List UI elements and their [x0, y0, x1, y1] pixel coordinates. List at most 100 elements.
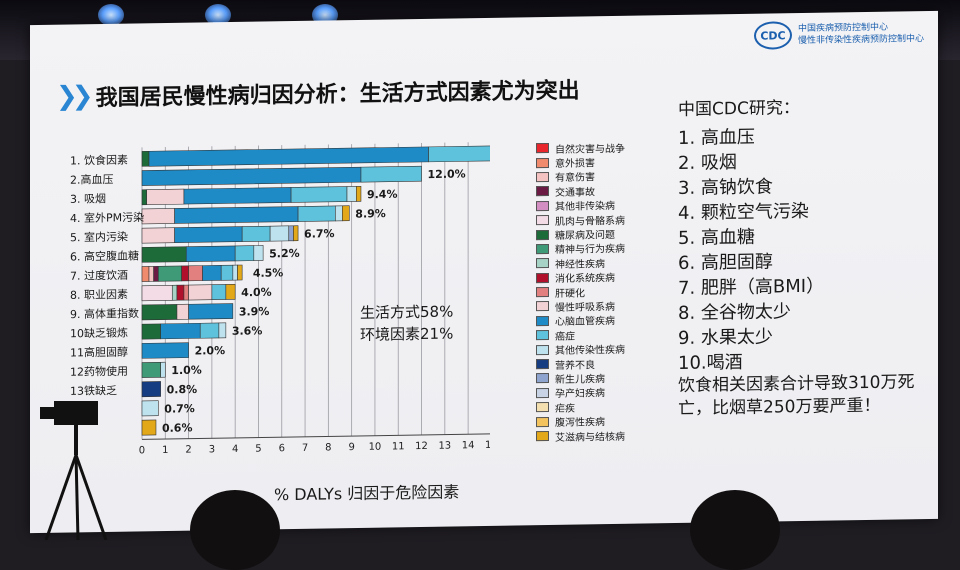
- bar-segment: [211, 284, 227, 300]
- bar-segment: [171, 284, 178, 301]
- x-tick-label: 10: [369, 442, 382, 453]
- bar-segment: [346, 186, 357, 202]
- x-tick-label: 9: [348, 442, 354, 453]
- bar-segment: [237, 264, 243, 281]
- legend-swatch: [536, 186, 549, 197]
- x-tick-label: 5: [255, 443, 261, 454]
- legend-label: 艾滋病与结核病: [555, 431, 625, 444]
- x-tick-label: 3: [209, 444, 215, 455]
- legend-swatch: [536, 258, 549, 269]
- category-label: 12药物使用: [70, 364, 128, 379]
- legend-swatch: [536, 243, 549, 255]
- category-label: 11高胆固醇: [70, 345, 128, 360]
- legend-item: 自然灾害与战争: [536, 140, 625, 156]
- legend-item: 其他传染性疾病: [536, 341, 625, 357]
- bar-segment: [141, 419, 157, 436]
- bar-segment: [141, 227, 175, 244]
- legend-swatch: [536, 402, 549, 413]
- bar-segment: [158, 265, 182, 282]
- legend-swatch: [536, 215, 549, 226]
- bar-segment: [234, 245, 255, 262]
- bar-segment: [141, 304, 178, 321]
- category-label: 5. 室内污染: [70, 229, 128, 244]
- bar-segment: [225, 284, 236, 300]
- stage-light: [205, 4, 231, 26]
- x-tick-label: 12: [415, 441, 428, 452]
- legend-swatch: [536, 359, 549, 370]
- legend-item: 有意伤害: [536, 169, 625, 185]
- bar-segment: [232, 264, 238, 281]
- audience: [0, 480, 960, 570]
- legend-label: 自然灾害与战争: [555, 143, 625, 156]
- legend-swatch: [536, 330, 549, 341]
- bar-segment: [141, 381, 161, 398]
- bar-segment: [146, 188, 185, 206]
- legend-swatch: [536, 272, 549, 283]
- legend-label: 腹泻性疾病: [555, 417, 605, 430]
- projector-screen: CDC 中国疾病预防控制中心 慢性非传染性疾病预防控制中心 ❯❯ 我国居民慢性病…: [30, 10, 938, 534]
- total-label: 4.0%: [241, 286, 272, 299]
- legend-swatch: [536, 200, 549, 211]
- bar-segment: [188, 303, 234, 320]
- x-tick-label: 15: [485, 440, 490, 451]
- bar-segment: [181, 265, 189, 282]
- legend-label: 心脑血管疾病: [555, 316, 615, 329]
- bar-segment: [174, 206, 299, 224]
- stage-light: [98, 4, 124, 26]
- legend-label: 有意伤害: [555, 172, 595, 185]
- bar-segment: [199, 322, 220, 339]
- bar-segment: [335, 205, 343, 222]
- bar-segment: [185, 245, 236, 262]
- diet-note: 饮食相关因素合计导致310万死亡，比烟草250万要严重！: [678, 372, 915, 419]
- legend-item: 营养不良: [536, 356, 625, 371]
- bar-segment: [141, 323, 161, 340]
- bar-segment: [202, 265, 222, 281]
- x-tick-label: 14: [462, 440, 475, 451]
- legend-label: 交通事故: [555, 187, 595, 199]
- legend-item: 精神与行为疾病: [536, 241, 625, 257]
- audience-head: [190, 490, 280, 570]
- legend-item: 消化系统疾病: [536, 269, 625, 285]
- legend-label: 精神与行为疾病: [555, 244, 625, 257]
- x-tick-label: 1: [162, 445, 168, 456]
- legend-swatch: [536, 171, 549, 183]
- total-label: 9.4%: [367, 188, 398, 201]
- category-label: 8. 职业因素: [70, 288, 128, 302]
- total-labels: 16.4%12.0%9.4%8.9%6.7%5.2%4.5%4.0%3.9%3.…: [162, 167, 466, 434]
- legend-swatch: [536, 287, 549, 298]
- x-tick-label: 13: [438, 441, 451, 452]
- category-label: 13铁缺乏: [70, 383, 117, 398]
- category-label: 6. 高空腹血糖: [70, 248, 139, 263]
- total-label: 6.7%: [304, 227, 335, 240]
- cdc-research-panel: 中国CDC研究： 1. 高血压 2. 吸烟 3. 高钠饮食 4. 颗粒空气污染 …: [678, 91, 928, 376]
- x-tick-labels: 01234567891011121314151617: [139, 440, 490, 457]
- bar-segment: [188, 265, 203, 282]
- legend-label: 疟疾: [555, 403, 575, 415]
- x-tick-label: 4: [232, 444, 238, 455]
- environment-share: 环境因素21%: [360, 324, 454, 344]
- bar-layer: [141, 145, 490, 436]
- bar-segment: [218, 322, 227, 339]
- cdc-logo-mark: CDC: [753, 21, 792, 50]
- legend-label: 癌症: [555, 331, 575, 343]
- x-tick-label: 6: [279, 443, 285, 454]
- legend-swatch: [536, 315, 549, 327]
- legend-item: 艾滋病与结核病: [536, 428, 625, 444]
- legend-label: 新生儿疾病: [555, 374, 605, 386]
- total-label: 3.9%: [239, 305, 270, 318]
- x-tick-label: 2: [185, 445, 191, 456]
- category-label: 7. 过度饮酒: [70, 268, 128, 283]
- x-tick-label: 11: [392, 441, 405, 452]
- total-label: 5.2%: [269, 247, 300, 260]
- audience-head: [690, 490, 780, 570]
- bar-segment: [288, 225, 294, 242]
- legend-swatch: [536, 157, 549, 168]
- x-tick-label: 7: [302, 443, 308, 454]
- bar-segment: [141, 189, 147, 206]
- bar-segment: [241, 225, 271, 242]
- total-label: 2.0%: [195, 344, 226, 357]
- bar-segment: [141, 361, 161, 378]
- total-label: 0.8%: [167, 383, 198, 396]
- total-label: 0.7%: [164, 402, 195, 415]
- cdc-logo: CDC 中国疾病预防控制中心 慢性非传染性疾病预防控制中心: [753, 19, 924, 50]
